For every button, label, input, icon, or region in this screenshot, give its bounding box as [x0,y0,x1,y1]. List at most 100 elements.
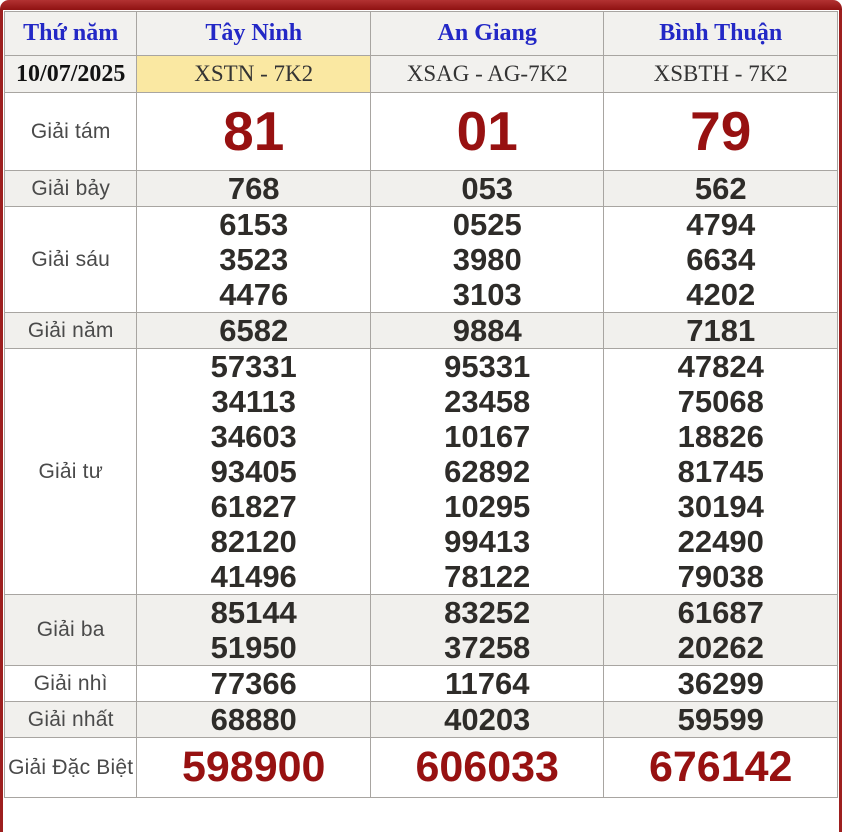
prize-row: Giải năm 6582 9884 7181 [3,312,838,349]
prize-numbers-cell: 562 [603,170,838,207]
prize-numbers-cell: 768 [136,170,371,207]
prize-numbers-cell: 81 [136,92,371,171]
prize-number: 562 [694,171,747,206]
prize-number: 68880 [210,702,297,737]
province-link-binh-thuan[interactable]: Bình Thuận [603,11,838,56]
prize-number: 10167 [444,419,531,454]
prize-number: 01 [456,100,518,162]
prize-number: 85144 [210,595,297,631]
prize-number: 3103 [452,277,522,312]
prize-number: 6582 [219,313,289,348]
prize-number: 6634 [686,242,756,277]
prize-row: Giải sáu 6153 3523 4476 0525 3980 3103 4794 6634… [3,206,838,313]
prize-row: Giải bảy 768 053 562 [3,170,838,207]
prize-number: 23458 [444,384,531,419]
page-frame: Thứ năm Tây Ninh An Giang Bình Thuận 10/… [0,10,842,832]
prize-label: Giải bảy [3,170,138,207]
prize-number: 3980 [452,242,522,277]
prize-row: Giải tư 57331 34113 34603 93405 61827 82120 414… [3,348,838,595]
prize-number: 82120 [210,524,297,559]
prize-number: 37258 [444,630,531,665]
prize-numbers-cell: 40203 [369,701,605,738]
prize-row: Giải Đặc Biệt 598900 606033 676142 [3,737,838,798]
prize-number: 3523 [219,242,289,277]
weekday-label: Thứ năm [3,11,138,56]
prize-number: 676142 [648,743,793,791]
prize-numbers-cell: 68880 [136,701,371,738]
prize-number: 6153 [219,207,289,243]
prize-label: Giải tám [3,92,138,171]
prize-number: 61827 [210,489,297,524]
prize-numbers-cell: 6582 [136,312,371,349]
prize-number: 79 [690,100,752,162]
prize-numbers-cell: 83252 37258 [369,594,605,666]
prize-numbers-cell: 7181 [603,312,838,349]
prize-numbers-cell: 01 [369,92,605,171]
date-row: 10/07/2025 XSTN - 7K2 XSAG - AG-7K2 XSBT… [3,55,838,93]
prize-number: 4202 [686,277,756,312]
prize-number: 7181 [686,313,756,348]
draw-date: 10/07/2025 [3,55,138,93]
prize-number: 83252 [444,595,531,631]
prize-number: 34603 [210,419,297,454]
prize-number: 51950 [210,630,297,665]
prize-numbers-cell: 9884 [369,312,605,349]
prize-number: 606033 [415,743,559,791]
top-red-bar [0,0,842,10]
prize-number: 768 [227,171,280,206]
province-link-an-giang[interactable]: An Giang [369,11,605,56]
prize-number: 62892 [444,454,531,489]
prize-numbers-cell: 59599 [603,701,838,738]
prize-label: Giải ba [3,594,138,666]
prize-numbers-cell: 6153 3523 4476 [136,206,371,313]
prize-number: 053 [461,171,514,206]
prize-number: 79038 [677,559,764,594]
prize-numbers-cell: 77366 [136,665,371,702]
draw-code-xsag: XSAG - AG-7K2 [369,55,605,93]
prize-number: 47824 [677,349,764,385]
prize-number: 30194 [677,489,764,524]
prize-number: 598900 [181,743,326,791]
prize-number: 77366 [210,666,297,701]
prize-label: Giải sáu [3,206,138,313]
prize-number: 4476 [219,277,289,312]
prize-numbers-cell: 85144 51950 [136,594,371,666]
prize-numbers-cell: 676142 [603,737,838,798]
prize-number: 18826 [677,419,764,454]
prize-row: Giải tám 81 01 79 [3,92,838,171]
prize-numbers-cell: 57331 34113 34603 93405 61827 82120 41496 [136,348,371,595]
prize-number: 81745 [677,454,764,489]
prize-number: 41496 [210,559,297,594]
prize-numbers-cell: 053 [369,170,605,207]
lottery-results-table: Thứ năm Tây Ninh An Giang Bình Thuận 10/… [3,11,838,798]
prize-numbers-cell: 47824 75068 18826 81745 30194 22490 79038 [603,348,838,595]
prize-numbers-cell: 598900 [136,737,371,798]
prize-label: Giải Đặc Biệt [3,737,138,798]
prize-label: Giải tư [3,348,138,595]
prize-number: 20262 [677,630,764,665]
prize-numbers-cell: 79 [603,92,838,171]
prize-number: 10295 [444,489,531,524]
prize-numbers-cell: 0525 3980 3103 [369,206,605,313]
prize-number: 57331 [210,349,297,385]
draw-code-xsbth: XSBTH - 7K2 [603,55,838,93]
prize-numbers-cell: 61687 20262 [603,594,838,666]
prize-number: 95331 [444,349,531,385]
prize-number: 40203 [444,702,531,737]
prize-numbers-cell: 11764 [369,665,605,702]
prize-numbers-cell: 95331 23458 10167 62892 10295 99413 78122 [369,348,605,595]
prize-number: 9884 [452,313,522,348]
prize-row: Giải ba 85144 51950 83252 37258 61687 20262 [3,594,838,666]
prize-number: 78122 [444,559,531,594]
prize-number: 0525 [452,207,522,243]
header-row: Thứ năm Tây Ninh An Giang Bình Thuận [3,11,838,56]
prize-numbers-cell: 36299 [603,665,838,702]
prize-row: Giải nhất 68880 40203 59599 [3,701,838,738]
province-link-tay-ninh[interactable]: Tây Ninh [136,11,371,56]
prize-row: Giải nhì 77366 11764 36299 [3,665,838,702]
prize-number: 61687 [677,595,764,631]
prize-numbers-cell: 606033 [369,737,605,798]
prize-number: 59599 [677,702,764,737]
prize-numbers-cell: 4794 6634 4202 [603,206,838,313]
prize-number: 4794 [686,207,756,243]
